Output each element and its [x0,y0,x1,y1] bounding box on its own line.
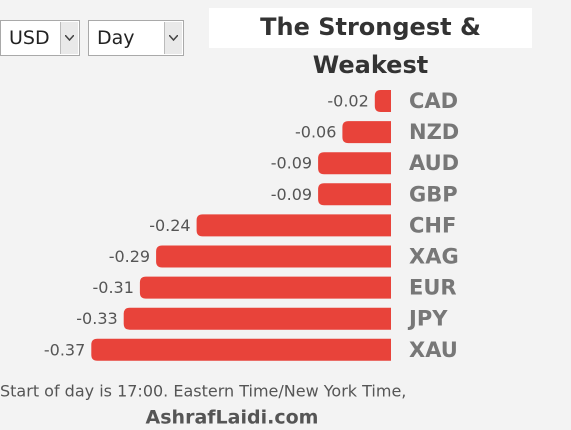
category-label: AUD [409,151,459,175]
bar [123,307,391,330]
category-label: XAG [409,245,459,269]
bar [318,152,391,175]
category-label: GBP [409,182,458,206]
bar [374,90,391,112]
value-label: -0.31 [92,278,133,297]
currency-select[interactable]: USD [0,20,80,56]
period-value: Day [97,27,135,49]
bar [342,121,391,144]
category-label: CHF [409,213,456,237]
category-label: CAD [409,89,458,113]
category-label: XAU [409,338,458,362]
value-label: -0.06 [295,123,336,142]
dropdown-arrow [65,35,74,41]
value-label: -0.09 [271,154,312,173]
dropdown-arrow [169,35,178,41]
value-label: -0.37 [44,340,85,359]
bar [318,183,391,206]
value-label: -0.09 [271,185,312,204]
note: Start of day is 17:00. Eastern Time/New … [0,382,406,401]
dropdown-button[interactable] [60,22,78,54]
credit: AshrafLaidi.com [146,407,319,429]
bar [91,338,392,361]
bar [139,276,391,299]
category-label: EUR [409,276,457,300]
chart-title: The Strongest & Weakest [209,8,532,79]
category-label: JPY [407,307,448,331]
value-label: -0.33 [76,309,117,328]
value-label: -0.24 [149,216,190,235]
category-label: NZD [409,120,459,144]
period-select[interactable]: Day [88,20,184,56]
bar [156,245,391,268]
value-label: -0.29 [109,247,150,266]
currency-value: USD [9,27,50,49]
value-label: -0.02 [327,92,368,111]
bar [196,214,391,237]
dropdown-button[interactable] [164,22,182,54]
